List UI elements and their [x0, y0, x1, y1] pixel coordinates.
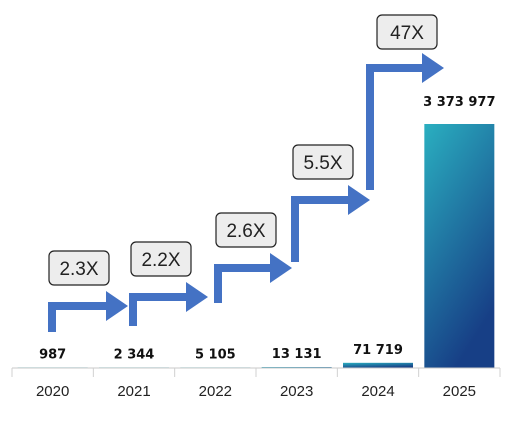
growth-callout-box	[130, 241, 192, 277]
value-label-2021: 2 344	[114, 347, 155, 362]
step-arrow-icon	[129, 282, 208, 326]
value-label-2023: 13 131	[272, 347, 322, 362]
value-label-2025: 3 373 977	[423, 95, 495, 110]
growth-label: 2.3X	[59, 259, 98, 280]
category-label-2020: 2020	[36, 383, 69, 400]
category-label-2022: 2022	[199, 383, 232, 400]
bar-2025	[424, 124, 495, 368]
growth-callout-box	[215, 212, 277, 248]
growth-label: 2.6X	[226, 221, 265, 242]
growth-label: 2.2X	[141, 250, 180, 271]
value-label-2020: 987	[39, 347, 66, 362]
category-label-2025: 2025	[443, 383, 476, 400]
growth-callout-box	[48, 250, 110, 286]
growth-callout-box	[292, 144, 354, 180]
value-labels: 987 2 344 5 105 13 131 71 719 3 373 977	[39, 95, 495, 362]
category-label-2024: 2024	[361, 383, 394, 400]
step-arrow-icon	[291, 185, 370, 262]
growth-callouts: 2.3X 2.2X 2.6X 5.5X 47X	[48, 14, 438, 286]
step-arrow-icon	[214, 253, 292, 303]
step-arrow-icon	[48, 291, 128, 332]
growth-callout-box	[376, 14, 438, 50]
category-dividers	[11, 368, 501, 377]
bar-2024	[343, 362, 413, 368]
growth-arrows	[48, 53, 444, 332]
category-label-2021: 2021	[117, 383, 150, 400]
step-arrow-icon	[366, 53, 444, 190]
growth-label: 5.5X	[303, 153, 342, 174]
growth-label: 47X	[390, 23, 424, 44]
value-label-2022: 5 105	[195, 347, 236, 362]
category-labels: 2020 2021 2022 2023 2024 2025	[36, 383, 476, 400]
category-label-2023: 2023	[280, 383, 313, 400]
value-label-2024: 71 719	[353, 343, 403, 358]
bars-group	[17, 124, 495, 368]
